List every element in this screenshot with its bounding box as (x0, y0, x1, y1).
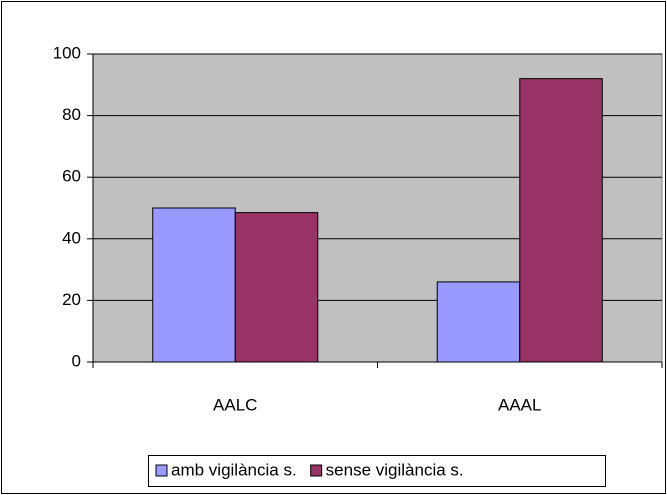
bar (234, 212, 319, 363)
y-tick-label: 80 (62, 105, 81, 124)
x-tick-label: AAAL (498, 395, 541, 414)
legend-label: amb vigilància s. (171, 460, 297, 479)
y-tick-label: 60 (62, 167, 81, 186)
bar (519, 78, 603, 363)
y-tick-label: 0 (72, 351, 81, 370)
legend-swatch (310, 464, 323, 477)
y-tick-label: 40 (62, 228, 81, 247)
bar (152, 207, 236, 363)
x-tick-label: AALC (213, 395, 257, 414)
y-tick-label: 100 (53, 43, 81, 62)
legend-label: sense vigilància s. (326, 460, 464, 479)
y-tick-label: 20 (62, 290, 81, 309)
bar (436, 281, 521, 363)
legend-swatch (155, 464, 168, 477)
legend-box (148, 455, 606, 487)
